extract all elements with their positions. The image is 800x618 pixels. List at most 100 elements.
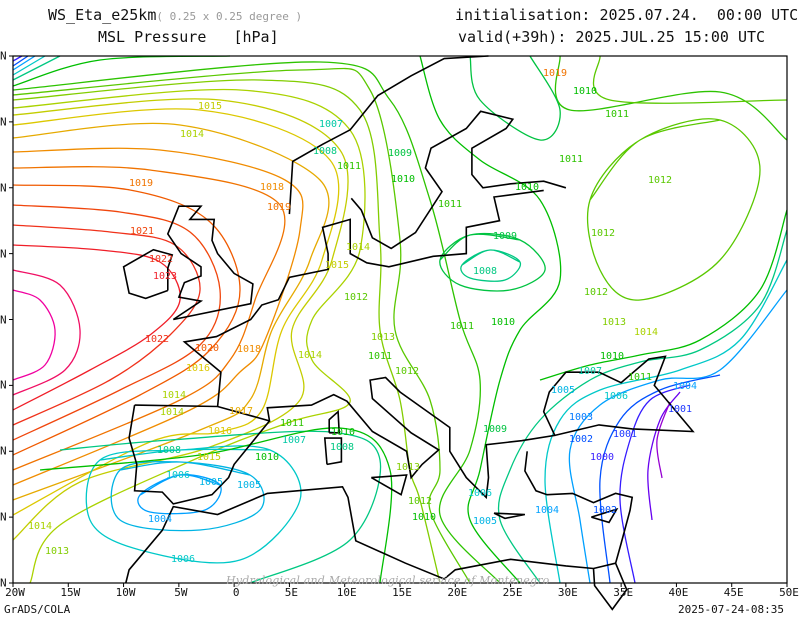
- coastline: [591, 507, 619, 524]
- longitude-tick-label: 35E: [613, 586, 634, 599]
- valid-line: valid(+39h): 2025.JUL.25 15:00 UTC: [458, 28, 766, 46]
- isobar: [12, 108, 340, 516]
- isobar-label: 1011: [605, 109, 629, 120]
- isobar: [137, 474, 222, 515]
- longitude-tick-label: 5E: [284, 586, 299, 599]
- isobar-label: 1010: [491, 317, 515, 328]
- isobar-label: 1006: [468, 488, 492, 499]
- resolution-note: ( 0.25 x 0.25 degree ): [156, 10, 303, 23]
- isobar-label: 1008: [313, 146, 337, 157]
- isobar: [12, 55, 61, 81]
- isobar-label: 1010: [331, 427, 355, 438]
- longitude-tick-label: 30E: [557, 586, 578, 599]
- isobar-label: 1012: [584, 287, 608, 298]
- model-title: WS_Eta_e25km( 0.25 x 0.25 degree ): [48, 6, 303, 24]
- isobar: [460, 249, 522, 282]
- latitude-tick-label: N: [0, 313, 7, 326]
- isobar: [469, 55, 561, 141]
- longitude-tick-label: 50E: [779, 586, 799, 599]
- isobar-label: 1019: [267, 202, 291, 213]
- coastline: [182, 189, 544, 407]
- isobar-label: 1022: [145, 334, 169, 345]
- latitude-tick-label: N: [0, 576, 7, 590]
- isobar: [12, 55, 231, 87]
- isobars: [12, 55, 788, 584]
- isobar-label: 1018: [260, 182, 284, 193]
- isobar: [12, 88, 366, 584]
- unit-label: [hPa]: [233, 28, 279, 46]
- isobar: [12, 184, 241, 456]
- coastline: [166, 205, 254, 321]
- coastline: [328, 409, 341, 434]
- isobar: [554, 55, 788, 141]
- isobar: [12, 224, 201, 426]
- longitude-tick-label: 10W: [115, 586, 136, 599]
- isobar-label: 1004: [673, 381, 697, 392]
- valid-time: 2025.JUL.25 15:00 UTC: [575, 28, 766, 46]
- isobar-label: 1011: [628, 372, 652, 383]
- latitude-tick-label: N: [0, 115, 7, 129]
- isobar-label: 1012: [648, 175, 672, 186]
- longitude-tick-label: 0: [232, 586, 240, 599]
- map-frame: [12, 55, 788, 584]
- isobar-label: 1011: [450, 321, 474, 332]
- isobar-label: 1022: [149, 254, 173, 265]
- isobar-label: 1011: [280, 418, 304, 429]
- longitude-tick-label: 45E: [723, 586, 744, 599]
- isobar-label: 1006: [166, 470, 190, 481]
- isobar-label: 1002: [569, 434, 593, 445]
- isobar-label: 1006: [604, 391, 628, 402]
- isobar-label: 1012: [395, 366, 419, 377]
- coastline: [125, 451, 634, 584]
- isobar: [419, 55, 562, 584]
- isobar-label: 1010: [515, 182, 539, 193]
- isobar: [12, 79, 441, 584]
- isobar-label: 1015: [325, 260, 349, 271]
- isobar-label: 1010: [391, 174, 415, 185]
- isobar-label: 1014: [346, 242, 370, 253]
- isobar-label: 1012: [591, 228, 615, 239]
- software-credit: GrADS/COLA: [4, 603, 71, 616]
- isobar: [656, 401, 671, 479]
- isobar: [599, 374, 721, 584]
- coastline: [350, 110, 567, 250]
- isobar-label: 1014: [160, 407, 184, 418]
- isobar-label: 1019: [129, 178, 153, 189]
- isobar-label: 1004: [535, 505, 559, 516]
- latitude-tick-label: N: [0, 247, 7, 261]
- isobar-labels: 1019 1010 1011 1007 1008 1009 1010 1011 1011 1012…: [28, 68, 697, 565]
- isobar-label: 1008: [330, 442, 354, 453]
- longitude-tick-label: 40E: [668, 586, 689, 599]
- isobar: [12, 61, 501, 584]
- longitude-tick-label: 15W: [60, 586, 81, 599]
- coastline: [370, 474, 408, 496]
- isobar: [12, 55, 36, 71]
- isobar: [544, 259, 788, 584]
- isobar-label: 1011: [559, 154, 583, 165]
- latitude-tick-label: N: [0, 510, 7, 524]
- initialisation-line: initialisation: 2025.07.24. 00:00 UTC: [455, 6, 799, 24]
- isobar-label: 1009: [483, 424, 507, 435]
- isobar-label: 1007: [578, 366, 602, 377]
- isobar: [539, 209, 788, 381]
- coastline: [122, 248, 174, 300]
- isobar-label: 1015: [198, 101, 222, 112]
- longitude-tick-label: 10E: [336, 586, 357, 599]
- coastline: [592, 562, 628, 611]
- coastline: [323, 437, 343, 466]
- isobar-label: 1009: [388, 148, 412, 159]
- latitude-tick-label: N: [0, 378, 7, 392]
- longitude-tick-label: 20E: [447, 586, 468, 599]
- coastline: [134, 355, 695, 500]
- latitude-tick-label: N: [0, 181, 7, 195]
- isobar: [59, 430, 382, 584]
- isobar-label: 1018: [237, 344, 261, 355]
- isobar: [568, 289, 788, 584]
- coastlines: [122, 55, 695, 611]
- isobar-label: 1000: [590, 452, 614, 463]
- isobar-label: 1010: [573, 86, 597, 97]
- isobar-label: 1012: [344, 292, 368, 303]
- isobar-label: 1014: [298, 350, 322, 361]
- isobar-label: 1020: [195, 343, 219, 354]
